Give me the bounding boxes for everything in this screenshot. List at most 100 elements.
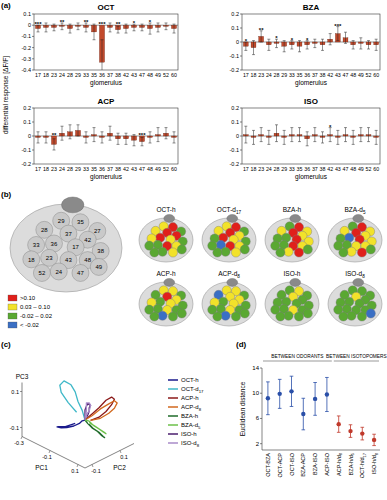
x-tick-label: 52 (366, 166, 372, 172)
legend-swatch (168, 442, 178, 444)
bar-panel: BZA-0.2-0.100.10.217*1823**2428*2933*353… (230, 3, 380, 87)
label-main: ACP-d (181, 404, 199, 410)
legend-swatch (168, 379, 178, 381)
error-bar (77, 23, 80, 30)
glomerulus-number: 48 (84, 257, 91, 263)
y-tick-label: -0.4 (22, 67, 31, 73)
bars (34, 23, 178, 70)
glomerulus (366, 309, 375, 318)
glomerulus (339, 312, 348, 321)
label-main: ISO-d (345, 270, 362, 277)
x-tick-label: 28 (67, 166, 73, 172)
glomerulus (276, 312, 285, 321)
error-bar (45, 132, 48, 143)
x-tick-label: 28 (67, 72, 73, 78)
x-tick-label: 33 (83, 72, 89, 78)
glomerulus (231, 312, 240, 321)
x-tick-label: 24 (266, 72, 272, 78)
x-tick-label: 43 (335, 166, 341, 172)
panel-letter: (a) (1, 1, 11, 10)
x-tick-label: 29 (75, 166, 81, 172)
x-tick-label: ACP-h/d8 (336, 452, 344, 476)
error-bar (125, 133, 128, 144)
legend-swatch (168, 424, 178, 426)
y-tick (32, 70, 34, 71)
glomerulus (284, 311, 293, 320)
group-line (334, 361, 379, 362)
x-tick-label: 29 (75, 72, 81, 78)
antennal-lobe (328, 282, 382, 326)
x-tick-label: 52 (163, 166, 169, 172)
error-bar (344, 128, 347, 142)
glomerulus-number: 18 (28, 257, 35, 263)
antennal-lobe (10, 204, 122, 292)
x-axis-label: PC1 (35, 464, 48, 471)
y-tick (240, 150, 242, 151)
map-label: BZA-d5 (344, 206, 365, 215)
error-bar (321, 39, 324, 50)
glomerular-map (139, 278, 193, 326)
trajectory (85, 420, 105, 438)
error-bar (165, 128, 168, 139)
glomerulus-number: 24 (55, 269, 62, 275)
glomerulus (339, 248, 348, 257)
legend-swatch (8, 322, 17, 328)
y-tick-label: 0.2 (231, 11, 239, 17)
x-tick-label: 38 (320, 166, 326, 172)
trajectories (57, 381, 117, 438)
glomerular-map (265, 278, 319, 326)
y-tick-label: 10 (252, 390, 259, 396)
label-subscript: 8 (197, 443, 200, 448)
error-bar (313, 128, 316, 142)
label-subscript: 5 (198, 425, 201, 430)
error-bar (117, 26, 120, 33)
significance: *** (138, 132, 146, 138)
x-tick-label: 36 (304, 72, 310, 78)
label-subscript: 8 (362, 274, 365, 279)
bars (242, 125, 380, 146)
y-tick (32, 108, 34, 109)
x-tick-label: -0.3 (14, 440, 23, 446)
bar-panel: ISO-0.2-0.100.10.21718232428293335363738… (230, 97, 380, 181)
y-axis (262, 368, 263, 450)
error-bar (93, 24, 96, 40)
significance: ** (52, 132, 57, 138)
error-bar (283, 130, 286, 144)
glomerulus (177, 245, 186, 254)
glomerulus-number: 37 (65, 231, 72, 237)
x-tick-label: 24 (59, 72, 65, 78)
error-bar (173, 24, 176, 33)
label-subscript: 8 (338, 452, 343, 455)
z-axis-label: PC3 (16, 373, 29, 380)
x-tick-label: 18 (251, 166, 257, 172)
error-bar (313, 39, 316, 47)
significance: ** (259, 27, 264, 33)
x-tick-label: 42 (123, 166, 129, 172)
error-bar (117, 133, 120, 144)
x-tick-label: 35 (297, 166, 303, 172)
glomerular-map (328, 278, 382, 326)
y-tick-label: 0 (28, 22, 31, 28)
y-tick-label: 0.1 (23, 119, 31, 125)
glomerulus (72, 264, 89, 281)
significance: ** (116, 21, 121, 27)
glomerulus (213, 312, 222, 321)
map-label: ACP-d8 (218, 270, 240, 279)
error-bar (37, 132, 40, 143)
error-bar (69, 24, 72, 33)
x-tick-label: ACP-ISO (324, 452, 330, 475)
y-tick-label: -0.1 (22, 33, 31, 39)
x-tick-label: 36 (99, 166, 105, 172)
error-bar (290, 128, 293, 142)
glomerulus (150, 248, 159, 257)
legend-label: OCT-d17 (181, 386, 204, 394)
x-tick-label: 48 (350, 72, 356, 78)
error-bar (306, 132, 309, 146)
antennal-nerve (353, 214, 364, 222)
x-tick-label: 60 (171, 72, 177, 78)
point (313, 397, 317, 401)
x-tick-label: 42 (327, 72, 333, 78)
x-tick-label: 43 (335, 72, 341, 78)
x-tick-label: 43 (131, 166, 137, 172)
x-tick-label: -0.1 (42, 454, 51, 460)
